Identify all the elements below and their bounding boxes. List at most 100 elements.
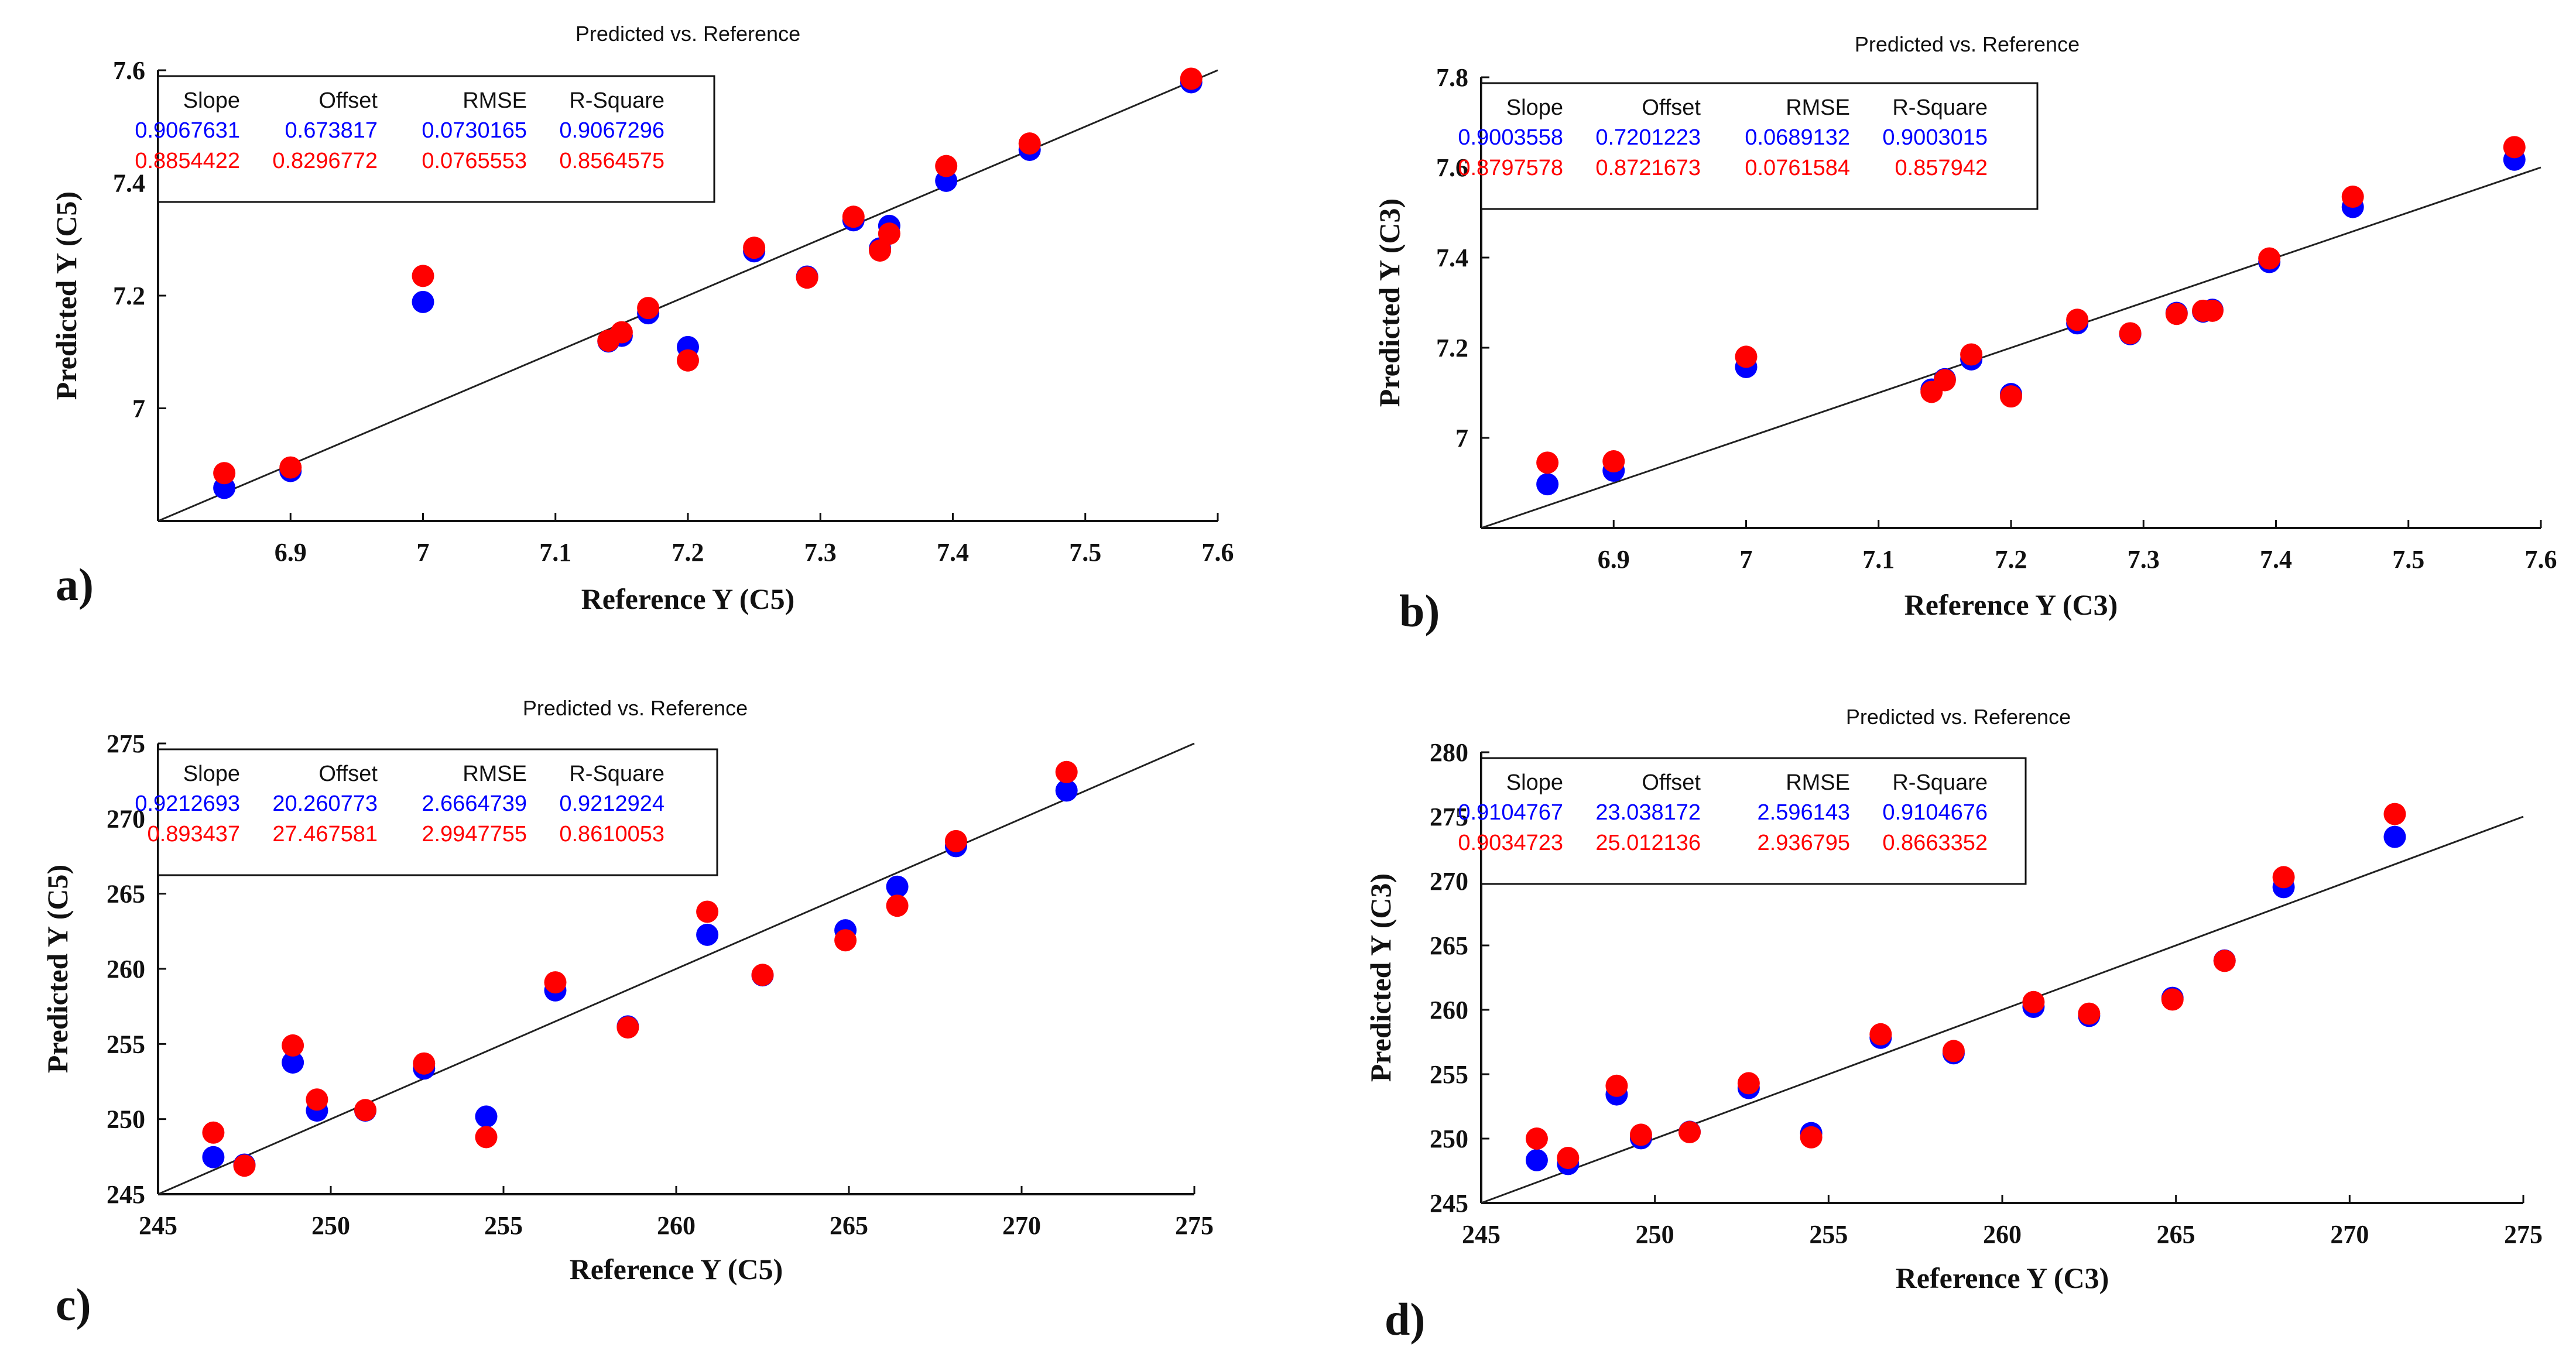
x-tick-label: 6.9 (275, 538, 307, 567)
y-tick-label: 275 (107, 729, 145, 758)
data-point-red (1602, 450, 1625, 473)
data-point-red (2165, 303, 2188, 325)
chart-panel-b: Predicted vs. Reference 6.9 7 7.1 7.2 7.3 7.4 7… (1373, 32, 2557, 636)
data-point-red (1678, 1121, 1701, 1143)
data-point-blue (412, 290, 434, 313)
stats-value-blue: 0.9104767 (1458, 800, 1563, 825)
y-tick-label: 7.4 (113, 169, 145, 198)
data-point-red (1735, 345, 1758, 368)
stats-header: Slope (1506, 95, 1563, 120)
data-point-red (1055, 760, 1078, 783)
x-axis-label: Reference Y (C3) (1904, 588, 2118, 621)
stats-value-blue: 0.9003558 (1458, 125, 1563, 150)
data-point-red (743, 237, 766, 259)
stats-value-blue: 2.6664739 (422, 791, 527, 816)
data-point-red (616, 1016, 639, 1039)
data-point-red (2119, 322, 2142, 345)
data-point-blue (1536, 473, 1559, 496)
data-point-red (233, 1154, 256, 1177)
data-point-red (2066, 309, 2089, 331)
data-point-red (1960, 343, 1983, 366)
stats-value-red: 2.9947755 (422, 822, 527, 846)
data-point-red (1737, 1072, 1760, 1095)
x-axis-label: Reference Y (C3) (1896, 1262, 2109, 1294)
stats-value-red: 27.467581 (272, 822, 378, 846)
x-tick-label: 7.5 (1069, 538, 1101, 567)
chart-title: Predicted vs. Reference (1855, 32, 2080, 56)
stats-header: Slope (183, 88, 240, 113)
y-tick-label: 7.4 (1436, 244, 1468, 272)
stats-value-blue: 0.9212924 (559, 791, 664, 816)
data-point-red (1018, 132, 1041, 155)
chart-panel-c: Predicted vs. Reference 245 250 255 260 265 27… (41, 696, 1214, 1330)
data-point-red (1180, 67, 1203, 90)
data-point-red (2161, 988, 2184, 1011)
x-tick-label: 275 (2504, 1220, 2543, 1249)
chart-panel-a: Predicted vs. Reference 6.9 7 7.1 7.2 7.3 7.4 7… (50, 22, 1234, 615)
y-tick-label: 260 (107, 955, 145, 983)
data-point-red (544, 971, 567, 994)
x-tick-label: 270 (2330, 1220, 2369, 1249)
x-tick-label: 245 (1462, 1220, 1501, 1249)
stats-header: Slope (183, 762, 240, 786)
y-tick-label: 245 (107, 1180, 145, 1209)
stats-value-red: 0.0765553 (422, 149, 527, 173)
x-tick-label: 275 (1175, 1211, 1214, 1240)
stats-value-red: 0.0761584 (1745, 156, 1850, 180)
y-tick-label: 250 (1430, 1125, 1468, 1153)
stats-value-blue: 0.9104676 (1882, 800, 1988, 825)
y-tick-label: 280 (1430, 738, 1468, 767)
stats-header: R-Square (569, 762, 664, 786)
stats-table: Slope Offset RMSE R-Square 0.9104767 23.03817… (1458, 757, 2027, 885)
x-tick-label: 7.1 (1862, 545, 1895, 574)
data-point-red (2022, 990, 2045, 1013)
data-point-red (202, 1121, 225, 1144)
data-point-red (2078, 1002, 2101, 1025)
stats-value-red: 25.012136 (1595, 831, 1701, 855)
data-point-red (944, 830, 967, 852)
data-point-red (878, 222, 900, 245)
stats-value-red: 0.8721673 (1595, 156, 1701, 180)
data-point-blue (282, 1051, 304, 1074)
x-tick-label: 255 (484, 1211, 523, 1240)
data-point-red (1629, 1123, 1652, 1146)
target-line (157, 69, 1218, 522)
x-tick-label: 7.3 (2128, 545, 2160, 574)
x-tick-label: 250 (311, 1211, 350, 1240)
x-tick-label: 6.9 (1598, 545, 1630, 574)
data-point-blue (1055, 779, 1078, 802)
data-point-red (2503, 136, 2526, 159)
y-axis-label: Predicted Y (C3) (1373, 198, 1406, 407)
y-tick-label: 7.6 (113, 56, 145, 85)
stats-table: Slope Offset RMSE R-Square 0.9003558 0.720122… (1458, 82, 2039, 210)
data-point-red (354, 1099, 376, 1122)
y-axis-label: Predicted Y (C5) (50, 191, 83, 400)
data-point-red (2000, 385, 2022, 408)
stats-value-blue: 0.9067296 (559, 118, 664, 143)
x-tick-label: 7.6 (1202, 538, 1234, 567)
stats-table: Slope Offset RMSE R-Square 0.9067631 0.673817… (135, 75, 715, 203)
stats-value-red: 0.8296772 (272, 149, 378, 173)
data-point-red (1536, 451, 1559, 474)
data-point-red (696, 900, 719, 923)
y-tick-label: 275 (1430, 803, 1468, 831)
stats-value-red: 0.8610053 (559, 822, 664, 846)
x-tick-label: 7.5 (2392, 545, 2424, 574)
data-point-red (1933, 369, 1956, 392)
y-tick-label: 260 (1430, 996, 1468, 1024)
target-line (157, 742, 1195, 1195)
data-point-red (2213, 950, 2236, 972)
y-tick-label: 245 (1430, 1189, 1468, 1218)
stats-header: RMSE (1786, 95, 1850, 120)
stats-header: Offset (1642, 770, 1701, 795)
x-tick-label: 7.2 (1995, 545, 2027, 574)
x-tick-label: 7.2 (672, 538, 704, 567)
x-tick-label: 260 (657, 1211, 696, 1240)
y-tick-label: 7 (1455, 424, 1468, 453)
y-tick-label: 7 (132, 395, 145, 423)
stats-value-blue: 2.596143 (1758, 800, 1851, 825)
stats-value-blue: 0.0730165 (422, 118, 527, 143)
x-axis-label: Reference Y (C5) (581, 582, 795, 615)
data-point-red (412, 265, 434, 287)
x-tick-label: 255 (1809, 1220, 1848, 1249)
